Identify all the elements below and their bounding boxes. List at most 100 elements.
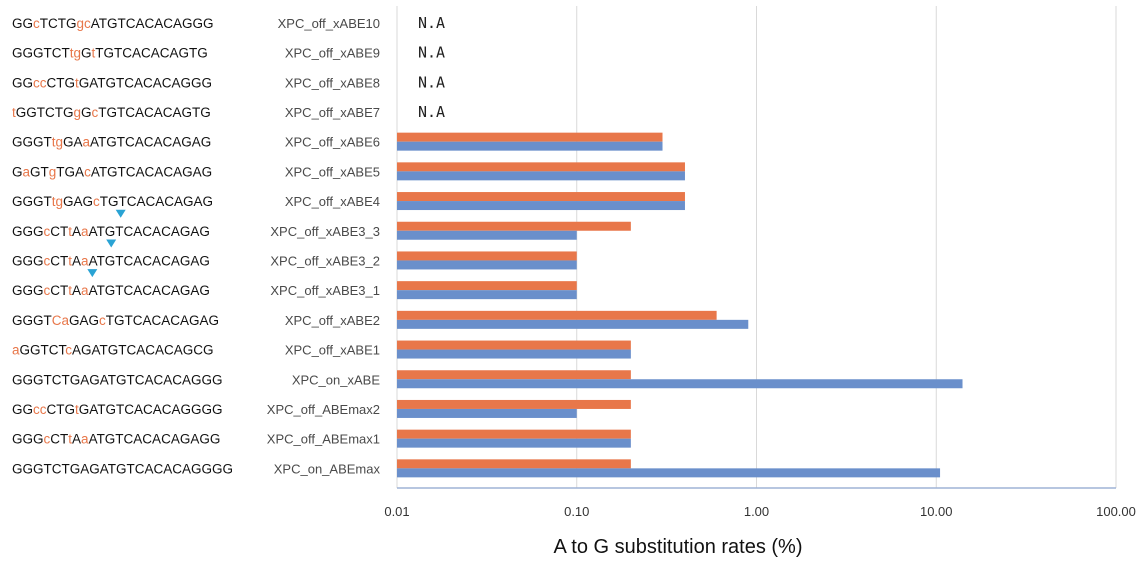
matched-bases: ATGTCACACAGAG xyxy=(89,253,210,268)
bar-blue xyxy=(397,201,685,211)
mismatch-base: a xyxy=(81,224,89,239)
matched-bases: GGGT xyxy=(12,135,52,150)
x-tick-label: 100.00 xyxy=(1096,504,1136,519)
mismatch-base: t xyxy=(68,432,72,447)
sequence-label: GGGTCaGAGcTGTCACACAGAG xyxy=(12,313,219,328)
matched-bases: G xyxy=(12,164,23,179)
bar-orange xyxy=(397,310,717,320)
mismatch-base: a xyxy=(81,253,89,268)
matched-bases: GGGT xyxy=(12,194,52,209)
sequence-label: GGGcCTtAaATGTCACACAGAG xyxy=(12,224,210,239)
category-label: XPC_off_xABE4 xyxy=(285,194,380,209)
mismatch-base: Ca xyxy=(52,313,70,328)
x-axis-label: A to G substitution rates (%) xyxy=(554,536,803,558)
category-label: XPC_off_ABEmax2 xyxy=(267,402,380,417)
x-axis-ticks: 0.01 0.10 1.00 10.00 100.00 xyxy=(384,504,1136,519)
matched-bases: CTG xyxy=(47,75,76,90)
category-labels: XPC_off_xABE10 N.A XPC_off_xABE9 N.A XPC_off… xyxy=(267,14,445,477)
bar-orange xyxy=(397,340,631,350)
matched-bases: A xyxy=(72,283,81,298)
bar-orange xyxy=(397,192,685,202)
mismatch-base: c xyxy=(65,343,72,358)
sequence-label: GGGTtgGAGcTGTCACACAGAG xyxy=(12,194,213,209)
mismatch-base: c xyxy=(93,194,100,209)
category-label: XPC_off_xABE5 xyxy=(285,164,380,179)
category-label: XPC_off_xABE3_3 xyxy=(270,224,380,239)
not-available-label: N.A xyxy=(418,14,445,32)
not-available-label: N.A xyxy=(418,73,445,91)
matched-bases: A xyxy=(72,432,81,447)
mismatch-base: gc xyxy=(77,16,92,31)
x-tick-label: 1.00 xyxy=(744,504,769,519)
matched-bases: CTG xyxy=(47,402,76,417)
category-label: XPC_off_xABE9 xyxy=(285,46,380,61)
mismatch-base: a xyxy=(12,343,20,358)
mismatch-base: c xyxy=(99,313,106,328)
matched-bases: GGGTCT xyxy=(12,46,70,61)
bar-blue xyxy=(397,379,963,389)
matched-bases: GA xyxy=(63,135,83,150)
bar-blue xyxy=(397,319,749,329)
mismatch-base: a xyxy=(81,432,89,447)
matched-bases: CT xyxy=(50,224,68,239)
bar-blue xyxy=(397,171,685,181)
mismatch-base: g xyxy=(74,105,82,120)
bar-blue xyxy=(397,408,577,418)
mismatch-base: t xyxy=(75,75,79,90)
bar-blue xyxy=(397,468,941,478)
matched-bases: CT xyxy=(50,253,68,268)
mismatch-base: t xyxy=(68,283,72,298)
bar-blue xyxy=(397,230,577,240)
category-label: XPC_off_xABE10 xyxy=(278,16,380,31)
matched-bases: GATGTCACACAGGG xyxy=(79,75,212,90)
matched-bases: GGG xyxy=(12,432,44,447)
category-label: XPC_on_xABE xyxy=(292,372,380,387)
matched-bases: GGG xyxy=(12,224,44,239)
x-tick-label: 0.10 xyxy=(564,504,589,519)
category-label: XPC_off_xABE1 xyxy=(285,343,380,358)
matched-bases: AGATGTCACACAGCG xyxy=(72,343,214,358)
mismatch-base: a xyxy=(83,135,91,150)
sequence-label: GGGTtgGAaATGTCACACAGAG xyxy=(12,135,211,150)
matched-bases: GGTCTG xyxy=(16,105,74,120)
matched-bases: G xyxy=(81,46,92,61)
bar-orange xyxy=(397,281,577,291)
category-label: XPC_off_xABE8 xyxy=(285,75,380,90)
matched-bases: GGG xyxy=(12,283,44,298)
matched-bases: TGTCACACAGAG xyxy=(100,194,213,209)
category-label: XPC_off_xABE6 xyxy=(285,135,380,150)
category-label: XPC_off_xABE2 xyxy=(285,313,380,328)
sequence-label: GGGcCTtAaATGTCACACAGAG xyxy=(12,253,210,268)
bar-orange xyxy=(397,429,631,439)
sequence-label: GaGTgTGAcATGTCACACAGAG xyxy=(12,164,212,179)
matched-bases: GGG xyxy=(12,253,44,268)
bar-blue xyxy=(397,260,577,270)
bar-blue xyxy=(397,438,631,448)
matched-bases: GGTCT xyxy=(20,343,67,358)
mismatch-base: a xyxy=(23,164,31,179)
matched-bases: CT xyxy=(50,283,68,298)
matched-bases: GG xyxy=(12,402,33,417)
matched-bases: ATGTCACACAGAG xyxy=(89,224,210,239)
matched-bases: ATGTCACACAGAGG xyxy=(89,432,221,447)
position-marker-icon xyxy=(115,209,126,218)
mismatch-base: t xyxy=(92,46,96,61)
mismatch-base: tg xyxy=(70,46,81,61)
matched-bases: GGGT xyxy=(12,313,52,328)
matched-bases: ATGTCACACAGAG xyxy=(89,283,210,298)
matched-bases: GG xyxy=(12,16,33,31)
bar-orange xyxy=(397,459,631,469)
category-label: XPC_off_xABE3_2 xyxy=(270,253,380,268)
position-marker-icon xyxy=(87,269,98,278)
bar-blue xyxy=(397,290,577,300)
mismatch-base: t xyxy=(68,224,72,239)
matched-bases: TGTCACACAGAG xyxy=(106,313,219,328)
mismatch-base: c xyxy=(33,16,40,31)
matched-bases: ATGTCACACAGGG xyxy=(91,16,214,31)
mismatch-base: g xyxy=(49,164,57,179)
mismatch-base: tg xyxy=(52,135,63,150)
sequence-label: GGccCTGtGATGTCACACAGGGG xyxy=(12,402,223,417)
matched-bases: TGA xyxy=(56,164,84,179)
x-tick-label: 0.01 xyxy=(384,504,409,519)
